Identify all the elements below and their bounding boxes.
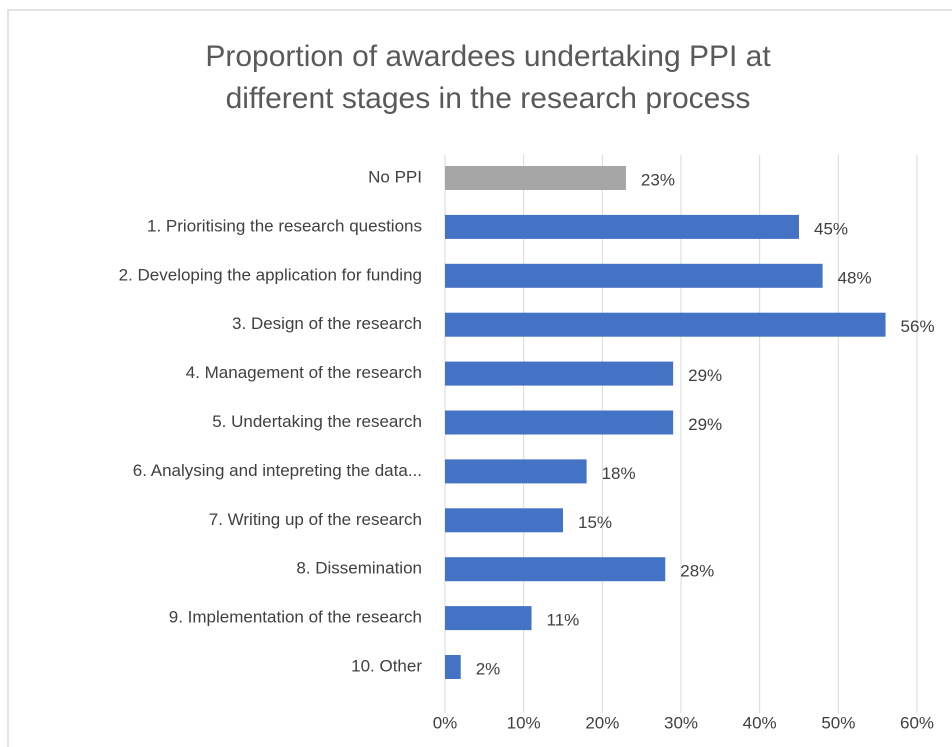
x-tick-label: 40% <box>743 713 777 732</box>
y-tick-label: 5. Undertaking the research <box>212 412 422 431</box>
data-label: 18% <box>602 464 636 483</box>
bar <box>445 508 563 533</box>
x-tick-label: 30% <box>664 713 698 732</box>
chart-title: Proportion of awardees undertaking PPI a… <box>205 40 771 73</box>
bar <box>445 606 532 631</box>
data-label: 23% <box>641 170 675 189</box>
bar <box>445 410 674 435</box>
y-tick-label: 2. Developing the application for fundin… <box>119 265 422 284</box>
data-label: 29% <box>688 415 722 434</box>
bar <box>445 214 799 239</box>
bar <box>445 263 823 288</box>
bar <box>445 655 461 679</box>
x-tick-label: 10% <box>507 713 541 732</box>
bar <box>445 312 886 337</box>
y-tick-label: 8. Dissemination <box>296 559 422 578</box>
data-label: 2% <box>476 659 501 678</box>
y-tick-label: 1. Prioritising the research questions <box>147 216 422 235</box>
data-label: 45% <box>814 219 848 238</box>
y-tick-label: 9. Implementation of the research <box>169 608 422 627</box>
y-tick-label: 6. Analysing and intepreting the data... <box>133 461 422 480</box>
data-label: 29% <box>688 366 722 385</box>
data-label: 15% <box>578 513 612 532</box>
chart-title: different stages in the research process <box>226 82 751 115</box>
bar <box>445 361 674 386</box>
data-label: 28% <box>680 562 714 581</box>
x-tick-label: 60% <box>900 713 934 732</box>
data-label: 48% <box>838 268 872 287</box>
bar <box>445 557 666 582</box>
y-tick-label: 7. Writing up of the research <box>209 510 422 529</box>
data-label: 56% <box>901 317 935 336</box>
x-tick-label: 0% <box>433 713 458 732</box>
bar <box>445 459 587 484</box>
y-tick-label: No PPI <box>368 167 422 186</box>
y-tick-label: 3. Design of the research <box>232 314 422 333</box>
x-tick-label: 20% <box>585 713 619 732</box>
chart-border <box>7 9 952 747</box>
y-tick-label: 10. Other <box>351 656 422 675</box>
data-label: 11% <box>547 611 580 630</box>
y-tick-label: 4. Management of the research <box>186 363 422 382</box>
x-tick-label: 50% <box>821 713 855 732</box>
bar <box>445 166 626 190</box>
